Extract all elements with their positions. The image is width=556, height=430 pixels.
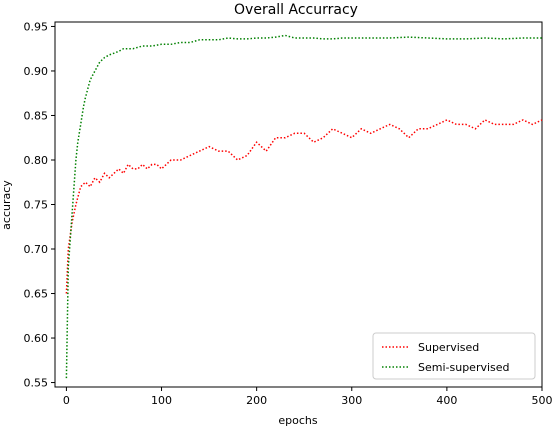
x-axis-ticks: 0 100 200 300 400 500: [63, 387, 553, 407]
x-tick-label: 500: [532, 394, 553, 407]
y-tick-label: 0.80: [24, 154, 49, 167]
series-line-semi-supervised: [65, 34, 542, 379]
x-tick-label: 100: [151, 394, 172, 407]
y-tick-label: 0.75: [24, 199, 49, 212]
x-axis-label: epochs: [278, 414, 317, 427]
x-tick-label: 300: [341, 394, 362, 407]
legend-label-supervised: Supervised: [418, 341, 479, 354]
y-tick-label: 0.95: [24, 20, 49, 33]
plot-area: [54, 21, 543, 388]
x-tick-label: 200: [246, 394, 267, 407]
y-tick-label: 0.90: [24, 65, 49, 78]
legend-box: [372, 332, 536, 380]
y-tick-label: 0.55: [24, 377, 49, 390]
y-tick-label: 0.65: [24, 288, 49, 301]
series-line-supervised: [65, 119, 543, 294]
y-tick-label: 0.70: [24, 243, 49, 256]
x-tick-label: 400: [436, 394, 457, 407]
y-tick-label: 0.85: [24, 109, 49, 122]
x-tick-label: 0: [63, 394, 70, 407]
legend-label-semi-supervised: Semi-supervised: [418, 361, 510, 374]
chart-title: Overall Accurracy: [234, 2, 358, 18]
y-tick-label: 0.60: [24, 332, 49, 345]
series-layer: [65, 34, 543, 379]
legend: Supervised Semi-supervised: [372, 332, 536, 380]
y-axis-ticks: 0.55 0.60 0.65 0.70 0.75 0.80 0.85 0.90 0.95: [24, 20, 55, 390]
y-axis-label: accuracy: [0, 180, 13, 230]
